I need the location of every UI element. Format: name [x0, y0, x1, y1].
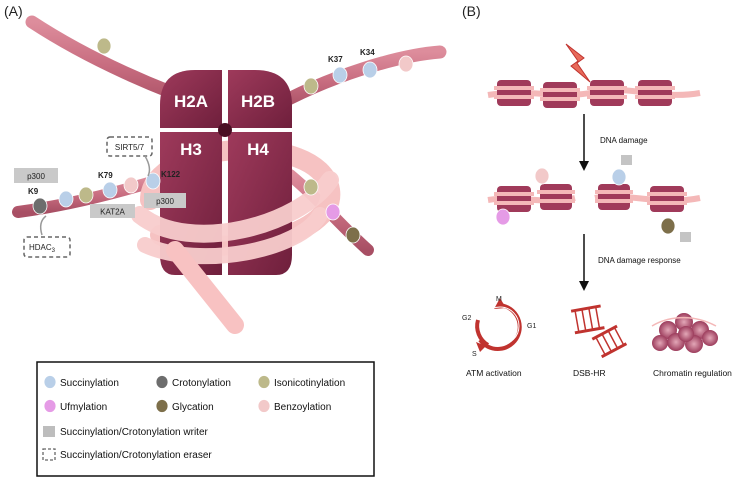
h4-label: H4	[247, 140, 269, 159]
mark-ufmylation-tail4	[325, 203, 341, 221]
phase-m: M	[496, 296, 502, 303]
enzyme-kat2a: KAT2A	[90, 204, 135, 218]
nucleosome-1	[494, 80, 534, 106]
enzyme-sirt: SIRT5/7	[106, 136, 153, 177]
mark-succinylation-k122	[145, 172, 161, 190]
h3-label: H3	[180, 140, 202, 159]
mark-succinylation-tail3a	[58, 190, 74, 208]
legend-crotonylation: Crotonylation	[172, 378, 231, 389]
legend-swatch-glycation	[155, 399, 169, 413]
h2b-label: H2B	[241, 92, 275, 111]
legend-swatch-ufmylation	[43, 399, 57, 413]
dna-wrap-front	[131, 171, 339, 334]
p300-right-label: p300	[156, 197, 174, 206]
phase-g2: G2	[462, 315, 471, 322]
chromatin-intact	[487, 43, 701, 108]
phase-s: S	[472, 351, 477, 358]
legend: Succinylation Crotonylation Isonicotinyl…	[36, 361, 375, 477]
lightning-bolt-icon	[565, 43, 591, 83]
mark-benzoylation-tail2	[398, 55, 414, 73]
chromatin-damaged	[487, 155, 701, 242]
nucleosome-5	[494, 186, 534, 212]
legend-isonicotinylation: Isonicotinylation	[274, 378, 345, 389]
writer-square-bottom	[680, 232, 691, 242]
nucleosome-2	[540, 82, 580, 108]
legend-eraser-swatch	[42, 448, 56, 461]
outcome-atm: ATM activation	[466, 368, 522, 378]
site-k9: K9	[28, 187, 39, 196]
nucleosome-8	[647, 186, 687, 212]
h2b-block	[228, 70, 292, 128]
mark-succinylation-k37	[332, 66, 348, 84]
legend-swatch-isonicotinylation	[257, 375, 271, 389]
damage-mark-ufmylation	[495, 208, 511, 226]
legend-benzoylation: Benzoylation	[274, 402, 331, 413]
site-k122: K122	[161, 170, 181, 179]
mark-isonicotinylation-tail4	[303, 178, 319, 196]
kat2a-label: KAT2A	[100, 208, 125, 217]
outcome-chromatin: Chromatin regulation	[653, 368, 732, 378]
nucleosome-6	[537, 184, 575, 210]
dna-ladder-2	[591, 324, 628, 359]
damage-mark-benzoylation	[534, 167, 550, 185]
ptm-marks	[32, 37, 414, 244]
writer-square-top	[621, 155, 632, 165]
panel-a-label: (A)	[4, 3, 23, 19]
legend-frame	[36, 361, 375, 477]
h2a-label: H2A	[174, 92, 208, 111]
enzyme-p300-left: p300	[14, 168, 58, 183]
mark-succinylation-k79	[102, 181, 118, 199]
site-k34: K34	[360, 48, 375, 57]
dna-ladder-1	[570, 304, 605, 335]
cell-cycle-diagram: M G1 G2 S	[462, 296, 536, 358]
site-k79: K79	[98, 171, 113, 180]
legend-eraser: Succinylation/Crotonylation eraser	[60, 450, 212, 461]
outcome-dsb: DSB-HR	[573, 368, 606, 378]
enzyme-p300-right: p300	[144, 193, 186, 208]
h2a-block	[160, 70, 222, 128]
legend-swatch-benzoylation	[257, 399, 271, 413]
legend-succinylation: Succinylation	[60, 378, 119, 389]
mark-isonicotinylation-tail1	[96, 37, 112, 55]
sirt-label: SIRT5/7	[115, 143, 145, 152]
mark-benzoylation-tail3	[123, 176, 139, 194]
mark-isonicotinylation-tail2	[303, 77, 319, 95]
mark-isonicotinylation-tail3	[78, 186, 94, 204]
nucleosome-3	[587, 80, 627, 106]
nucleosome-7	[595, 184, 633, 210]
nucleosome-4	[635, 80, 675, 106]
chromatin-regulation-diagram	[651, 313, 718, 353]
mark-glycation-tail4	[345, 226, 361, 244]
phase-g1: G1	[527, 323, 536, 330]
hdac-label: HDAC3	[29, 243, 56, 254]
legend-swatch-succinylation	[43, 375, 57, 389]
step1-label: DNA damage	[600, 136, 648, 145]
damage-mark-succinylation	[611, 168, 627, 186]
p300-left-label: p300	[27, 172, 45, 181]
dsb-hr-diagram	[570, 304, 628, 359]
enzyme-hdac: HDAC3	[23, 215, 71, 258]
mark-succinylation-k34	[362, 61, 378, 79]
step2-label: DNA damage response	[598, 256, 681, 265]
legend-writer: Succinylation/Crotonylation writer	[60, 427, 209, 438]
panel-b-label: (B)	[462, 3, 481, 19]
legend-swatch-crotonylation	[155, 375, 169, 389]
legend-glycation: Glycation	[172, 402, 214, 413]
arrow-step1	[579, 114, 589, 171]
mark-crotonylation-k9	[32, 197, 48, 215]
site-k37: K37	[328, 55, 343, 64]
arrow-step2	[579, 234, 589, 291]
legend-ufmylation: Ufmylation	[60, 402, 107, 413]
legend-writer-swatch	[43, 426, 55, 437]
damage-mark-glycation	[660, 217, 676, 235]
